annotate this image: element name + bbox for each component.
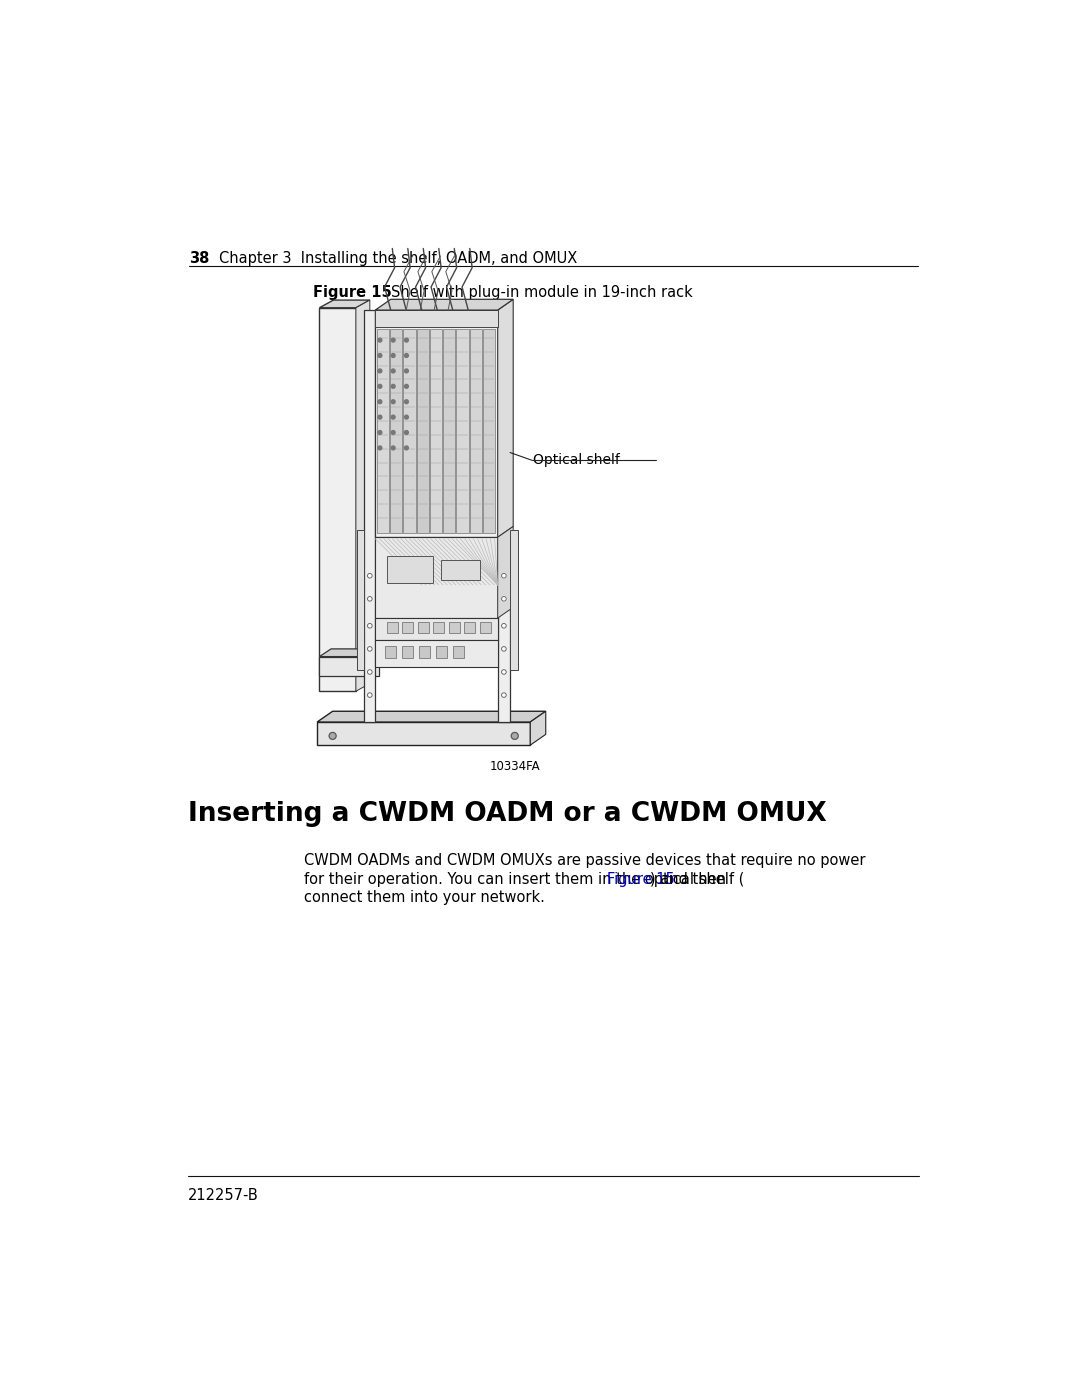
Polygon shape [433, 622, 444, 633]
Polygon shape [320, 648, 391, 657]
Polygon shape [375, 310, 498, 327]
Circle shape [378, 400, 382, 404]
Polygon shape [375, 640, 498, 666]
Circle shape [501, 597, 507, 601]
Polygon shape [441, 560, 480, 580]
Text: Shelf with plug-in module in 19-inch rack: Shelf with plug-in module in 19-inch rac… [391, 285, 692, 300]
Circle shape [391, 430, 395, 434]
Polygon shape [320, 300, 369, 307]
Polygon shape [387, 622, 397, 633]
Polygon shape [480, 622, 490, 633]
Circle shape [405, 353, 408, 358]
Polygon shape [470, 328, 482, 534]
Circle shape [391, 369, 395, 373]
Polygon shape [356, 529, 364, 671]
Polygon shape [364, 310, 375, 722]
Circle shape [367, 623, 373, 629]
Circle shape [405, 430, 408, 434]
Polygon shape [430, 328, 442, 534]
Polygon shape [375, 538, 498, 617]
Polygon shape [453, 645, 464, 658]
Circle shape [378, 446, 382, 450]
Circle shape [391, 446, 395, 450]
Polygon shape [418, 622, 429, 633]
Circle shape [501, 623, 507, 629]
Circle shape [378, 430, 382, 434]
Circle shape [501, 669, 507, 675]
Polygon shape [320, 657, 379, 676]
Polygon shape [403, 328, 416, 534]
Text: Inserting a CWDM OADM or a CWDM OMUX: Inserting a CWDM OADM or a CWDM OMUX [188, 802, 826, 827]
Text: for their operation. You can insert them in the optical shelf (: for their operation. You can insert them… [303, 872, 744, 887]
Circle shape [501, 693, 507, 697]
Polygon shape [417, 328, 429, 534]
Circle shape [367, 693, 373, 697]
Text: CWDM OADMs and CWDM OMUXs are passive devices that require no power: CWDM OADMs and CWDM OMUXs are passive de… [303, 854, 865, 868]
Polygon shape [419, 645, 430, 658]
Polygon shape [403, 622, 414, 633]
Circle shape [511, 732, 518, 739]
Polygon shape [384, 645, 396, 658]
Circle shape [405, 338, 408, 342]
Circle shape [378, 338, 382, 342]
Polygon shape [318, 722, 530, 745]
Polygon shape [449, 622, 460, 633]
Circle shape [367, 573, 373, 578]
Polygon shape [498, 310, 510, 722]
Circle shape [501, 647, 507, 651]
Text: Figure 15: Figure 15 [607, 872, 674, 887]
Text: 212257-B: 212257-B [188, 1187, 258, 1203]
Polygon shape [377, 328, 389, 534]
Polygon shape [375, 310, 498, 538]
Circle shape [367, 647, 373, 651]
Polygon shape [320, 307, 356, 692]
Circle shape [391, 400, 395, 404]
Polygon shape [498, 299, 513, 538]
Circle shape [405, 446, 408, 450]
Text: Optical shelf: Optical shelf [534, 453, 620, 467]
Polygon shape [402, 645, 414, 658]
Text: 10334FA: 10334FA [489, 760, 540, 773]
Polygon shape [387, 556, 433, 584]
Text: ) and then: ) and then [650, 872, 726, 887]
Text: Chapter 3  Installing the shelf, OADM, and OMUX: Chapter 3 Installing the shelf, OADM, an… [218, 251, 577, 265]
Polygon shape [375, 299, 513, 310]
Circle shape [391, 338, 395, 342]
Polygon shape [498, 527, 513, 617]
Text: Figure 15: Figure 15 [313, 285, 392, 300]
Circle shape [367, 597, 373, 601]
Polygon shape [318, 711, 545, 722]
Circle shape [391, 353, 395, 358]
Circle shape [405, 369, 408, 373]
Polygon shape [390, 328, 402, 534]
Polygon shape [464, 622, 475, 633]
Circle shape [391, 415, 395, 419]
Circle shape [378, 353, 382, 358]
Polygon shape [435, 645, 447, 658]
Polygon shape [443, 328, 456, 534]
Polygon shape [483, 328, 495, 534]
Circle shape [378, 384, 382, 388]
Polygon shape [375, 617, 498, 640]
Polygon shape [457, 328, 469, 534]
Text: connect them into your network.: connect them into your network. [303, 890, 544, 905]
Polygon shape [356, 300, 369, 692]
Circle shape [405, 400, 408, 404]
Circle shape [329, 732, 336, 739]
Polygon shape [510, 529, 517, 671]
Text: 38: 38 [189, 251, 210, 265]
Polygon shape [530, 711, 545, 745]
Circle shape [391, 384, 395, 388]
Circle shape [405, 415, 408, 419]
Circle shape [367, 669, 373, 675]
Circle shape [378, 415, 382, 419]
Circle shape [501, 573, 507, 578]
Circle shape [405, 384, 408, 388]
Circle shape [378, 369, 382, 373]
